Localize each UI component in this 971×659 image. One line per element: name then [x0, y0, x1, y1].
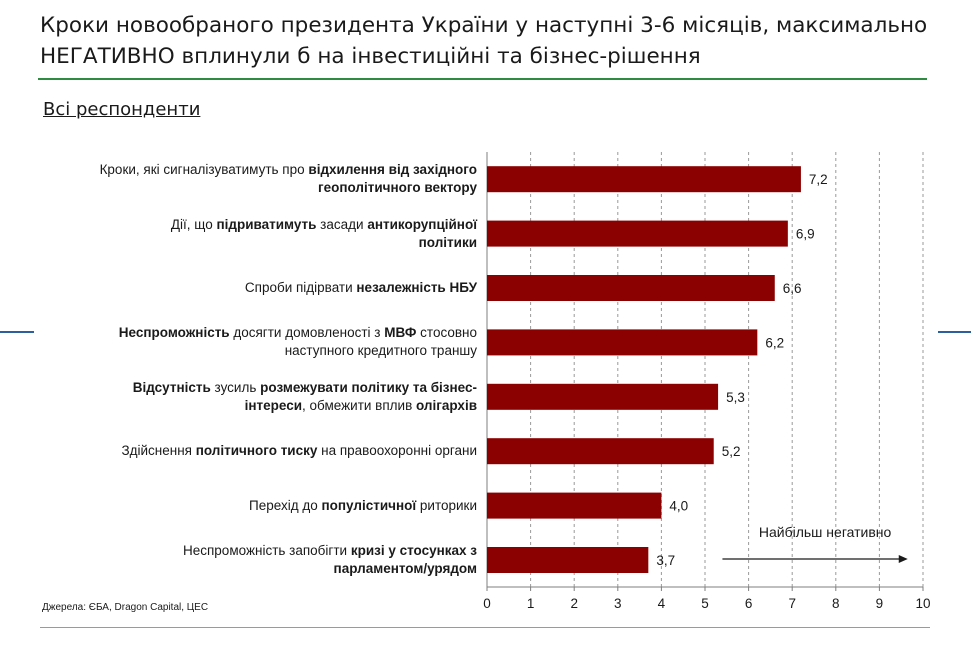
- bar: [487, 547, 649, 573]
- x-tick-label: 0: [483, 596, 491, 611]
- bar: [487, 220, 788, 247]
- x-tick-label: 7: [788, 596, 796, 611]
- bar: [487, 275, 775, 301]
- x-tick-label: 6: [745, 596, 753, 611]
- value-label: 5,3: [726, 390, 745, 405]
- category-label: Здійснення політичного тиску на правоохо…: [37, 442, 477, 460]
- category-label: Перехід до популістичної риторики: [37, 497, 477, 515]
- value-label: 7,2: [809, 172, 828, 187]
- left-accent-line: [0, 331, 34, 333]
- label-bold-fragment: Відсутність: [132, 379, 211, 395]
- label-fragment: досягти домовленості з: [229, 325, 385, 341]
- label-fragment: Кроки, які сигналізуватимуть про: [99, 162, 309, 178]
- label-fragment: зусиль: [210, 379, 261, 395]
- x-tick-label: 4: [658, 596, 666, 611]
- chart-title: Кроки новообраного президента України у …: [40, 10, 940, 72]
- label-bold-fragment: політики: [418, 234, 477, 250]
- x-tick-label: 5: [701, 596, 709, 611]
- label-bold-fragment: підриватимуть: [216, 216, 317, 232]
- label-bold-fragment: кризі у стосунках з: [350, 543, 477, 558]
- category-label: Кроки, які сигналізуватимуть про відхиле…: [37, 161, 477, 197]
- label-bold-fragment: незалежність НБУ: [356, 280, 477, 295]
- label-fragment: Перехід до: [249, 497, 322, 513]
- label-bold-fragment: парламентом/урядом: [333, 561, 477, 576]
- label-fragment: Неспроможність запобігти: [182, 543, 351, 558]
- x-tick-label: 1: [527, 596, 535, 611]
- title-line-1: Кроки новообраного президента України у …: [40, 13, 928, 38]
- category-label: Відсутність зусиль розмежувати політику …: [37, 379, 477, 415]
- label-fragment: наступного кредитного траншу: [284, 343, 477, 359]
- bar: [487, 492, 662, 519]
- value-label: 6,9: [796, 227, 815, 242]
- footer-divider: [40, 627, 930, 628]
- label-fragment: засади: [316, 216, 368, 232]
- label-bold-fragment: МВФ: [384, 325, 417, 341]
- label-bold-fragment: політичного тиску: [195, 443, 318, 459]
- label-bold-fragment: розмежувати політику та бізнес-: [260, 379, 477, 395]
- label-fragment: риторики: [416, 497, 477, 513]
- label-fragment: , обмежити вплив: [302, 397, 416, 413]
- most-negative-annotation: Найбільш негативно: [759, 524, 892, 540]
- value-label: 5,2: [722, 444, 741, 459]
- x-tick-label: 3: [614, 596, 622, 611]
- category-label: Неспроможність досягти домовленості з МВ…: [37, 324, 477, 360]
- category-label: Неспроможність запобігти кризі у стосунк…: [37, 542, 477, 578]
- label-fragment: Дії, що: [170, 216, 217, 232]
- value-label: 6,2: [765, 335, 784, 350]
- label-bold-fragment: Неспроможність: [118, 325, 230, 341]
- source-note: Джерела: ЄБА, Dragon Capital, ЦЕС: [42, 602, 209, 613]
- value-label: 3,7: [656, 553, 675, 568]
- x-tick-label: 2: [570, 596, 578, 611]
- category-label: Дії, що підриватимуть засади антикорупці…: [37, 216, 477, 252]
- label-fragment: стосовно: [416, 325, 477, 341]
- title-divider: [38, 78, 927, 80]
- value-label: 4,0: [669, 499, 688, 514]
- label-bold-fragment: відхилення від західного: [308, 162, 477, 178]
- label-bold-fragment: інтереси: [244, 397, 303, 413]
- label-bold-fragment: олігархів: [416, 397, 477, 413]
- annotation-arrow-head: [898, 555, 908, 563]
- bar: [487, 438, 714, 465]
- x-tick-label: 8: [832, 596, 840, 611]
- label-bold-fragment: популістичної: [321, 497, 417, 513]
- x-tick-label: 9: [876, 596, 884, 611]
- bar: [487, 166, 801, 193]
- label-fragment: на правоохоронні органи: [317, 443, 477, 459]
- label-fragment: Спроби підірвати: [244, 280, 357, 295]
- x-tick-label: 10: [915, 596, 930, 611]
- label-fragment: Здійснення: [121, 443, 196, 459]
- category-label: Спроби підірвати незалежність НБУ: [37, 279, 477, 297]
- bar: [487, 329, 758, 356]
- right-accent-line: [938, 331, 971, 333]
- label-bold-fragment: антикорупційної: [367, 216, 477, 232]
- bar: [487, 383, 719, 410]
- label-bold-fragment: геополітичного вектору: [317, 180, 477, 196]
- value-label: 6,6: [783, 281, 802, 296]
- respondents-subtitle: Всі респонденти: [43, 99, 201, 120]
- title-line-2: НЕГАТИВНО вплинули б на інвестиційні та …: [40, 44, 701, 69]
